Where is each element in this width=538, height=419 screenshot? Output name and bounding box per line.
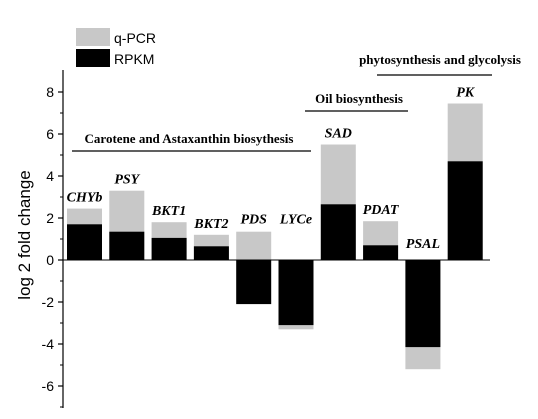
legend-swatch-1 [76,49,110,67]
rpkm-bar-sad [320,204,356,260]
y-tick-label: 0 [46,252,54,268]
category-label-psy: PSY [114,173,140,188]
category-label-pdat: PDAT [363,203,400,218]
legend-label-0: q-PCR [114,30,156,46]
group-label-1: Oil biosynthesis [315,91,403,106]
rpkm-bar-pdat [363,245,399,260]
rpkm-bar-lyce [278,260,314,326]
rpkm-bar-psy [109,231,145,260]
category-label-chyb: CHYb [67,191,103,206]
rpkm-bar-bkt1 [151,237,187,260]
category-label-bkt2: BKT2 [193,217,228,232]
category-label-lyce: LYCe [279,213,312,228]
category-label-pk: PK [456,86,476,101]
rpkm-bar-psal [405,260,441,348]
y-tick-label: 4 [46,168,54,184]
category-label-pds: PDS [240,213,267,228]
legend: q-PCR RPKM [76,28,156,67]
y-axis-label: log 2 fold change [15,170,34,300]
y-tick-label: 6 [46,126,54,142]
group-label-0: Carotene and Astaxanthin biosythesis [85,131,294,146]
rpkm-bar-pds [236,260,272,305]
y-tick-label: -6 [42,378,55,394]
group-labels: Carotene and Astaxanthin biosythesis Oil … [72,52,521,152]
rpkm-bar-chyb [67,224,102,260]
category-label-bkt1: BKT1 [151,204,186,219]
legend-label-1: RPKM [114,51,154,67]
category-labels: CHYb PSY BKT1 BKT2 PDS LYCe SAD PDAT PSAL PK [67,86,476,252]
y-tick-label: 2 [46,210,54,226]
category-label-psal: PSAL [406,237,440,252]
bar-group [67,103,483,370]
legend-swatch-0 [76,28,110,46]
y-tick-label: 8 [46,84,54,100]
rpkm-bar-bkt2 [193,246,229,260]
y-tick-label: -4 [42,336,55,352]
group-label-2: phytosynthesis and glycolysis [359,52,521,67]
qpcr-bar-pds [236,231,272,260]
category-label-sad: SAD [325,127,352,142]
rpkm-bar-pk [447,161,483,260]
y-tick-label: -2 [42,294,55,310]
y-axis: -6 -4 -2 0 2 4 6 8 [42,70,490,408]
